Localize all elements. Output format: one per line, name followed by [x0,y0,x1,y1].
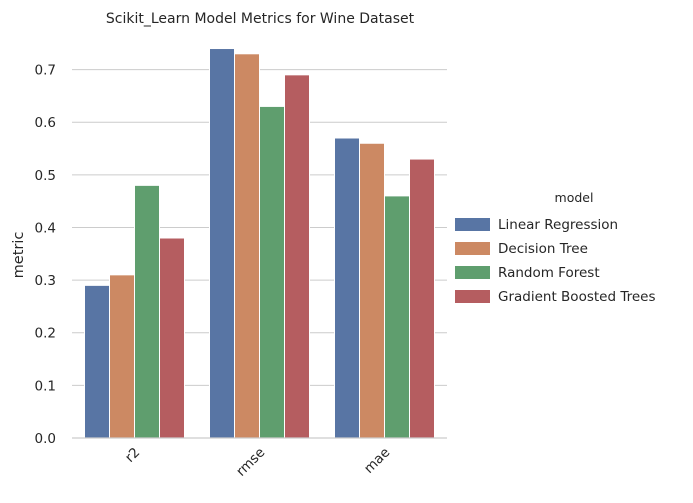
bar-linear-regression-mae [334,137,360,439]
y-tick-label: 0.0 [35,431,56,447]
y-axis-label: metric [11,232,27,279]
legend-swatch [455,218,490,231]
legend-label: Linear Regression [498,217,618,233]
chart-title: Scikit_Learn Model Metrics for Wine Data… [106,11,415,27]
bar-random-forest-mae [384,195,410,439]
legend-swatch [455,290,490,303]
bar-gradient-boosted-trees-r2 [159,237,185,439]
legend-swatch [455,242,490,255]
bar-random-forest-rmse [259,105,285,439]
bar-gradient-boosted-trees-rmse [284,74,310,439]
y-tick-label: 0.5 [35,168,56,184]
legend-label: Random Forest [498,265,600,281]
legend-label: Gradient Boosted Trees [498,289,656,305]
y-tick-label: 0.7 [35,63,56,79]
bar-linear-regression-r2 [84,284,110,439]
x-tick-label: mae [361,445,393,477]
legend-label: Decision Tree [498,241,588,257]
y-tick-label: 0.6 [35,115,56,131]
bar-gradient-boosted-trees-mae [409,158,435,439]
x-tick-label: rmse [233,445,268,480]
y-tick-label: 0.2 [35,326,56,342]
y-axis-ticks: 0.0 0.1 0.2 0.3 0.4 0.5 0.6 0.7 [35,63,56,447]
bar-decision-tree-rmse [234,53,260,439]
bar-decision-tree-mae [359,142,385,439]
bar-decision-tree-r2 [109,274,135,439]
x-axis-ticks: r2 rmse mae [122,445,393,480]
legend-swatch [455,266,490,279]
y-tick-label: 0.3 [35,273,56,289]
legend: model Linear Regression Decision Tree Rand… [455,190,656,305]
x-tick-label: r2 [122,445,143,466]
legend-title: model [555,190,594,205]
y-tick-label: 0.1 [35,378,56,394]
bars [84,48,435,439]
y-tick-label: 0.4 [35,220,56,236]
bar-linear-regression-rmse [209,48,235,439]
bar-random-forest-r2 [134,184,160,439]
